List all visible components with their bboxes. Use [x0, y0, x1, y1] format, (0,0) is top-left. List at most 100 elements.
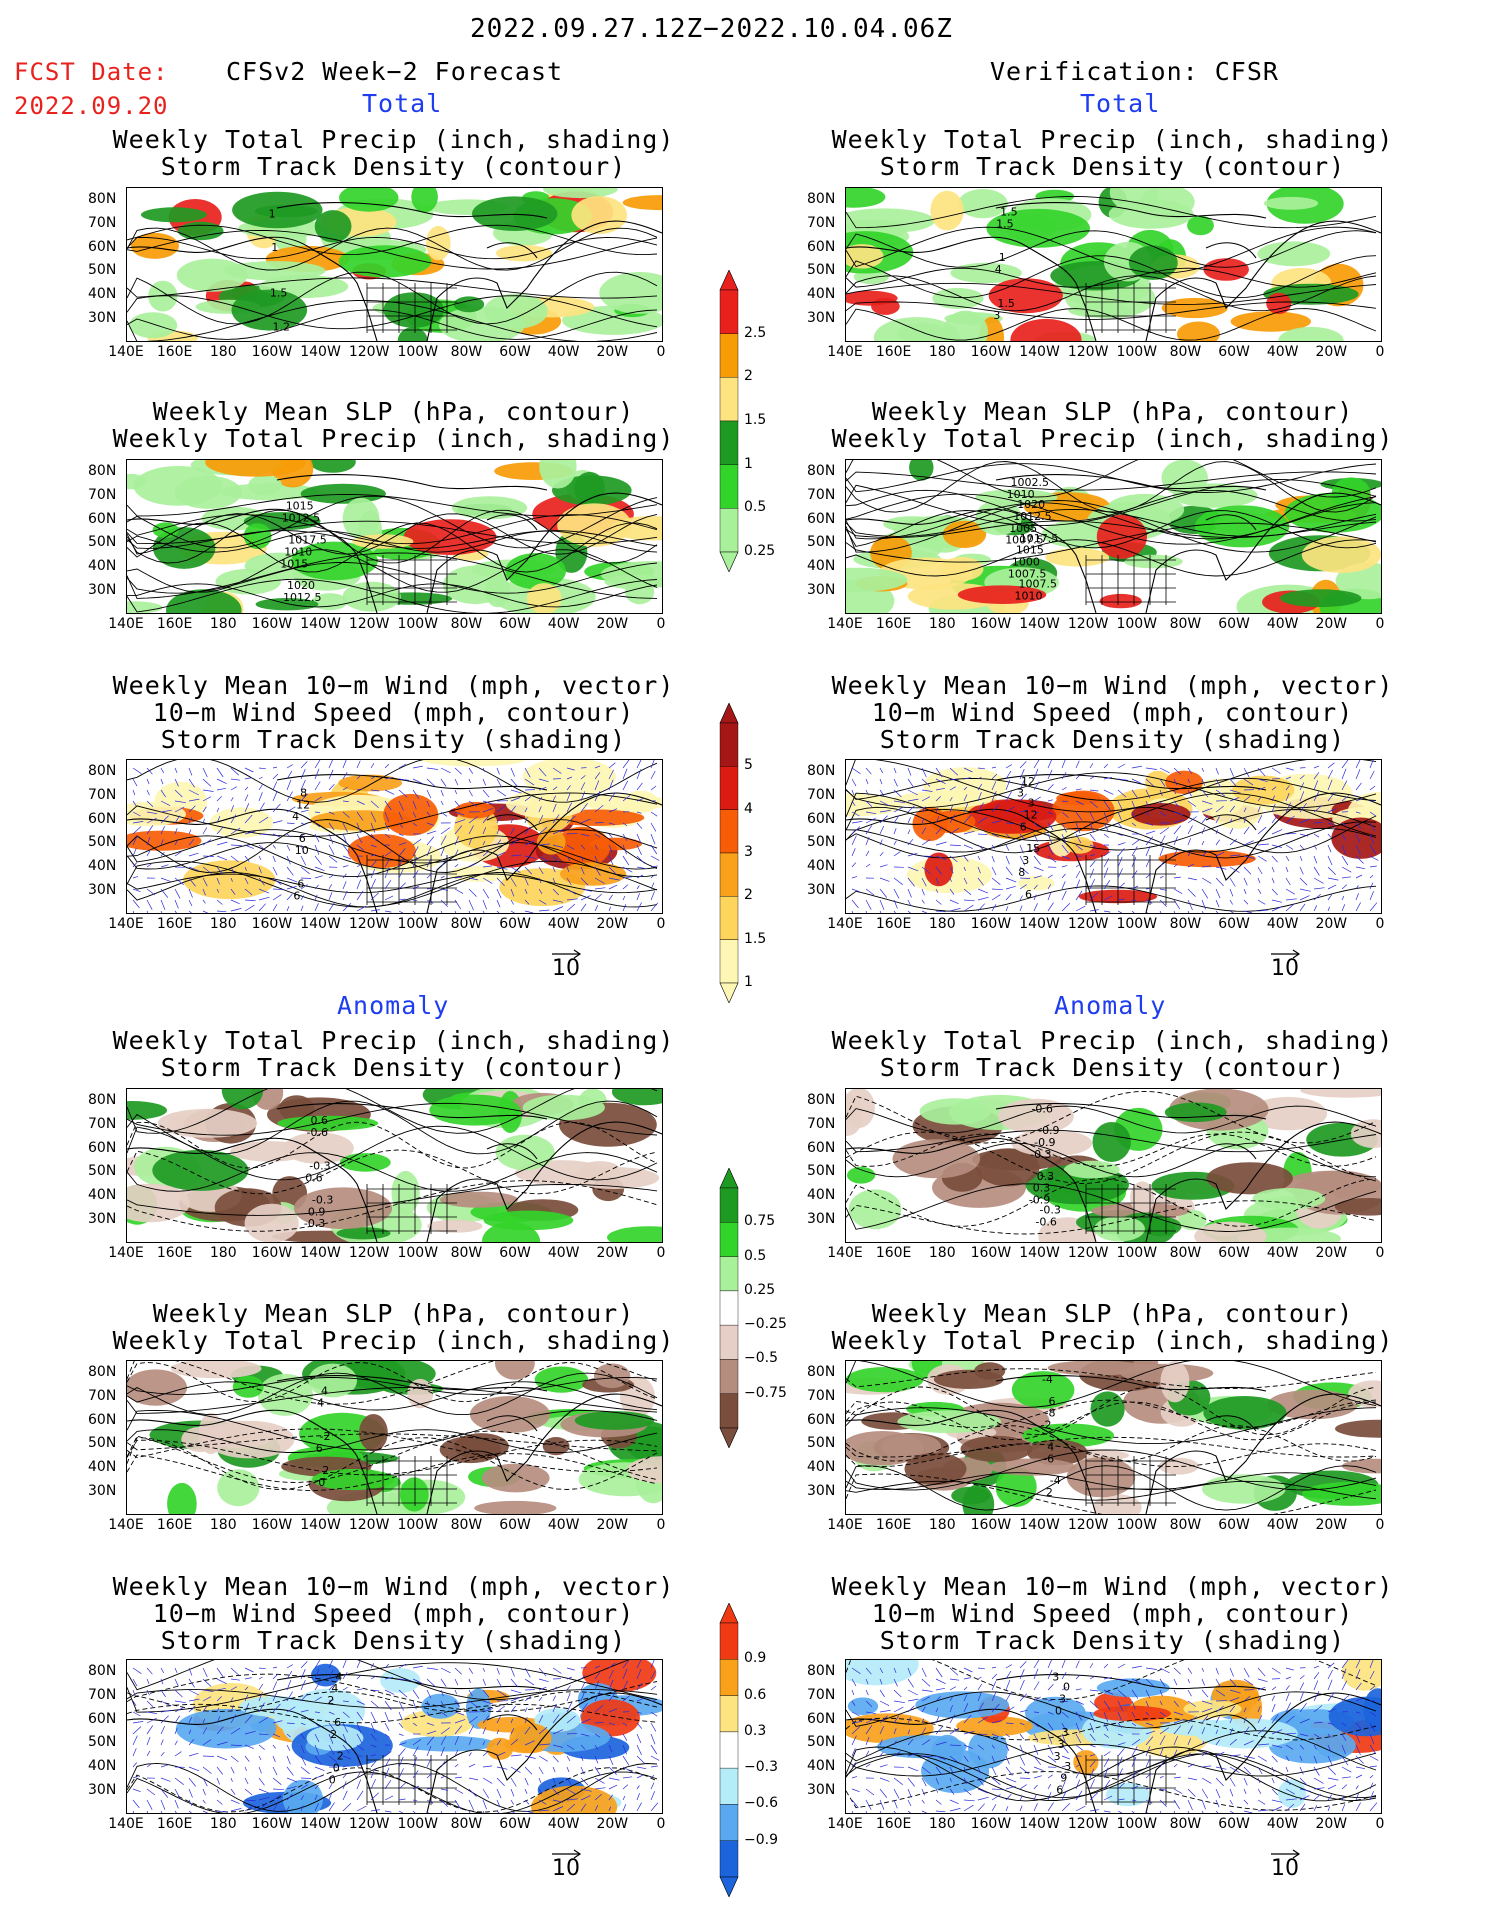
- colorbar-swatch: [719, 1731, 739, 1769]
- lat-tick-label: 40N: [88, 1758, 117, 1775]
- lon-tick-label: 100W: [1116, 916, 1158, 932]
- fcst-date-value: 2022.09.20: [14, 92, 169, 120]
- lon-tick-label: 100W: [397, 1816, 439, 1832]
- vector-reference: 10: [1265, 942, 1305, 981]
- lat-tick-label: 60N: [807, 238, 836, 255]
- lon-tick-label: 140E: [108, 1517, 144, 1533]
- contour-label: 8: [1018, 866, 1025, 879]
- colorbar-swatch: [719, 464, 739, 509]
- lon-tick-label: 140E: [108, 616, 144, 632]
- coastline: [127, 473, 662, 613]
- lon-tick-label: 20W: [596, 616, 629, 632]
- shading-layer: [846, 1361, 1381, 1514]
- contour-label: 6: [316, 1442, 323, 1455]
- lon-tick-label: 120W: [348, 616, 390, 632]
- shading-layer: [127, 460, 662, 613]
- lon-tick-label: 20W: [1315, 1245, 1348, 1261]
- shading-layer: [846, 188, 1364, 341]
- lon-tick-label: 0: [1375, 1245, 1385, 1261]
- lat-tick-label: 50N: [807, 1435, 836, 1452]
- lon-tick-label: 60W: [1218, 1517, 1250, 1533]
- colorbar-swatch: [719, 1290, 739, 1326]
- contour-label: 1020: [287, 579, 315, 592]
- contour-label: 4: [321, 1385, 328, 1398]
- contour-label: 12: [296, 798, 310, 811]
- lon-tick-label: 80W: [450, 1517, 483, 1533]
- colorbar-swatch: [719, 939, 739, 984]
- colorbar-cap: [719, 551, 739, 573]
- lon-tick-label: 140E: [827, 1245, 863, 1261]
- contour-label: 1012.5: [1013, 510, 1051, 523]
- contour-layer: [127, 494, 658, 613]
- lat-tick-label: 40N: [807, 1459, 836, 1476]
- lon-tick-label: 40W: [547, 1517, 580, 1533]
- verification-title: Verification: CFSR: [990, 57, 1279, 86]
- lat-tick-label: 70N: [88, 1115, 117, 1132]
- lon-tick-label: 160W: [251, 1816, 293, 1832]
- lon-tick-label: 140E: [108, 1245, 144, 1261]
- colorbar-storm-anom: [718, 1602, 740, 1901]
- coastline: [846, 1102, 1381, 1242]
- colorbar-cap: [719, 982, 739, 1004]
- lon-tick-label: 0: [1375, 916, 1385, 932]
- contour-label: 6: [1056, 1784, 1063, 1797]
- colorbar-swatch: [719, 1622, 739, 1660]
- contour-label: 4: [1047, 1440, 1054, 1453]
- state-borders: [366, 1184, 457, 1234]
- contour-label: 3: [993, 309, 1000, 322]
- lon-tick-label: 20W: [1315, 1517, 1348, 1533]
- colorbar-label: 0.5: [744, 1247, 767, 1264]
- lon-tick-label: 120W: [1067, 616, 1109, 632]
- lat-tick-label: 30N: [807, 881, 836, 898]
- colorbar-label: 3: [744, 844, 753, 860]
- lon-tick-label: 0: [1375, 1816, 1385, 1832]
- colorbar-swatch: [719, 1393, 739, 1429]
- coastline: [846, 201, 1381, 341]
- lon-tick-label: 0: [1375, 344, 1385, 360]
- lon-tick-label: 180: [209, 1816, 237, 1832]
- lat-tick-label: 70N: [88, 1387, 117, 1404]
- panel-title: Weekly Mean 10−m Wind (mph, vector) 10−m …: [805, 672, 1420, 753]
- lat-tick-label: 80N: [88, 1364, 117, 1381]
- lon-tick-label: 140W: [1019, 616, 1060, 632]
- lon-tick-label: 140W: [300, 1245, 341, 1261]
- lat-tick-label: 70N: [88, 486, 117, 503]
- colorbar-cap: [719, 269, 739, 291]
- colorbar-label: 0.9: [744, 1650, 767, 1667]
- lon-tick-label: 40W: [547, 1245, 580, 1261]
- state-borders: [1085, 555, 1176, 605]
- lat-tick-label: 80N: [807, 191, 836, 208]
- lon-tick-label: 120W: [1067, 344, 1109, 360]
- lon-tick-label: 120W: [348, 1816, 390, 1832]
- lon-tick-label: 100W: [397, 616, 439, 632]
- contour-label: 3: [1054, 1750, 1061, 1763]
- fcst-date-label: FCST Date:: [14, 58, 169, 86]
- shading-layer: [846, 767, 1381, 904]
- lon-tick-label: 40W: [1266, 916, 1299, 932]
- lon-tick-label: 40W: [1266, 1816, 1299, 1832]
- panel-title-line: Weekly Mean 10−m Wind (mph, vector): [112, 671, 675, 700]
- contour-label: -0.3: [312, 1193, 333, 1206]
- lon-tick-label: 160W: [251, 344, 293, 360]
- panel-title: Weekly Mean 10−m Wind (mph, vector) 10−m …: [86, 672, 701, 753]
- contour-label: 3: [1059, 1692, 1066, 1705]
- contour-label: 0.3: [1037, 1170, 1055, 1183]
- panel-title-line: 10−m Wind Speed (mph, contour): [871, 698, 1354, 727]
- lon-tick-label: 140W: [1019, 1517, 1060, 1533]
- lat-tick-label: 40N: [88, 1459, 117, 1476]
- state-borders: [1085, 855, 1176, 905]
- lon-tick-label: 180: [209, 616, 237, 632]
- lon-tick-label: 100W: [1116, 344, 1158, 360]
- lat-tick-label: 60N: [88, 510, 117, 527]
- map-panel: 6 4 0 -2 4 2: [126, 1360, 663, 1515]
- arrow-right-icon: [1265, 942, 1305, 959]
- contour-layer: [846, 195, 1377, 341]
- colorbar-cap: [719, 1427, 739, 1449]
- lon-tick-label: 160W: [970, 344, 1012, 360]
- lon-tick-label: 80W: [1169, 916, 1202, 932]
- lat-tick-label: 80N: [88, 191, 117, 208]
- lon-tick-label: 140W: [300, 1816, 341, 1832]
- right-total-label: Total: [1080, 89, 1161, 118]
- state-borders: [366, 855, 457, 905]
- lon-tick-label: 160W: [970, 1517, 1012, 1533]
